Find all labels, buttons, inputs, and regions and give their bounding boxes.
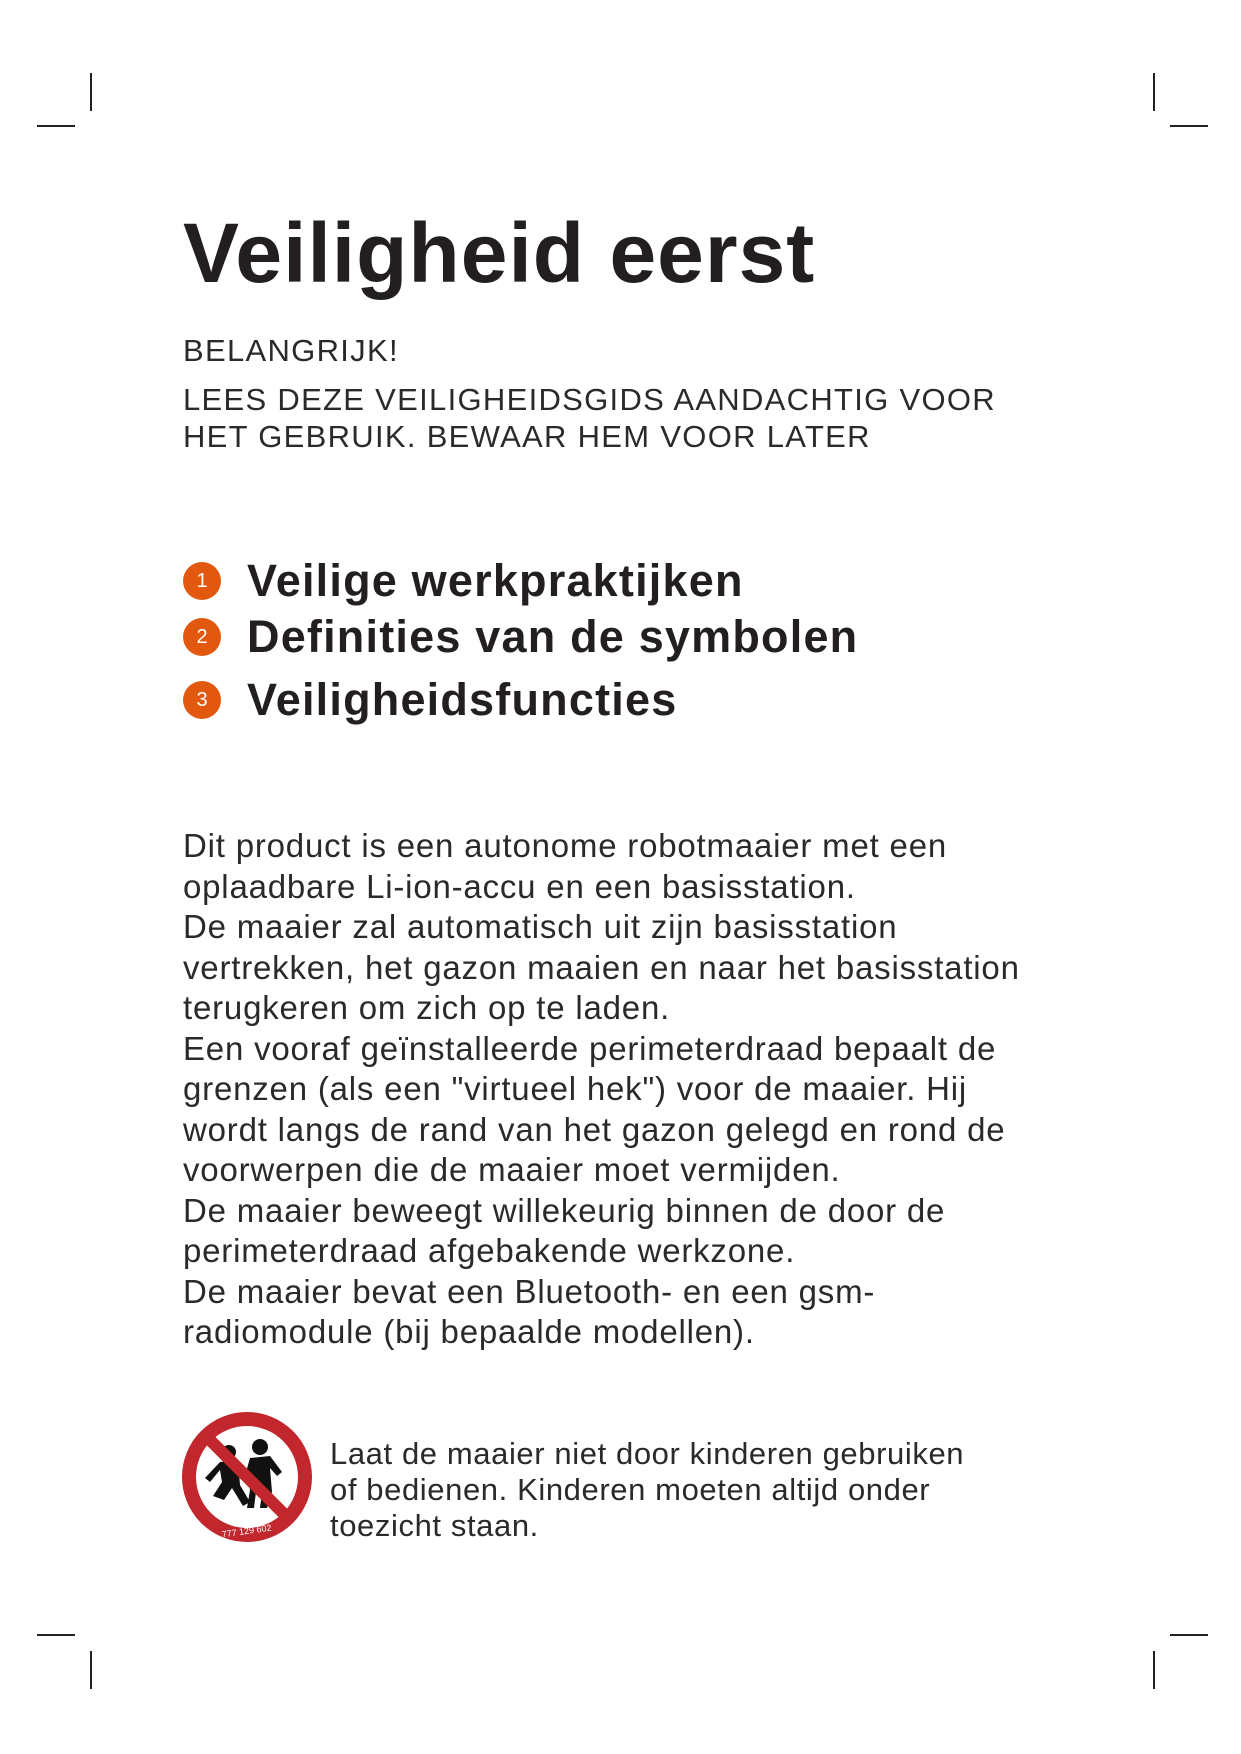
toc-label: Definities van de symbolen: [247, 611, 859, 662]
text-line: vertrekken, het gazon maaien en naar het…: [183, 948, 1020, 986]
crop-mark: [1170, 125, 1208, 127]
crop-mark: [37, 125, 75, 127]
crop-mark: [90, 1651, 92, 1689]
text-line: De maaier zal automatisch uit zijn basis…: [183, 908, 898, 945]
crop-mark: [1170, 1634, 1208, 1636]
text-line: of bedienen. Kinderen moeten altijd onde…: [330, 1472, 931, 1507]
toc-label: Veiligheidsfuncties: [247, 674, 678, 725]
text-line: grenzen (als een "virtueel hek") voor de…: [183, 1070, 968, 1107]
body-text: Dit product is een autonome robotmaaier …: [183, 826, 1020, 1353]
toc-item-1: 1 Veilige werkpraktijken: [183, 555, 744, 607]
text-line: Dit product is een autonome robotmaaier …: [183, 827, 948, 864]
text-line: Een vooraf geïnstalleerde perimeterdraad…: [183, 1029, 997, 1067]
number-badge: 2: [183, 618, 221, 656]
instruction-line: LEES DEZE VEILIGHEIDSGIDS AANDACHTIG VOO…: [183, 382, 996, 417]
text-line: toezicht staan.: [330, 1508, 539, 1543]
page-title: Veiligheid eerst: [183, 206, 816, 300]
text-line: terugkeren om zich op te laden.: [183, 989, 671, 1026]
crop-mark: [1153, 73, 1155, 111]
text-line: radiomodule (bij bepaalde modellen).: [183, 1313, 755, 1350]
text-line: oplaadbare Li-ion-accu en een basisstati…: [183, 867, 856, 905]
important-label: BELANGRIJK!: [183, 333, 399, 368]
crop-mark: [90, 73, 92, 111]
text-line: De maaier beweegt willekeurig binnen de …: [183, 1191, 946, 1229]
text-line: voorwerpen die de maaier moet vermijden.: [183, 1151, 841, 1188]
text-line: perimeterdraad afgebakende werkzone.: [183, 1232, 796, 1269]
toc-label: Veilige werkpraktijken: [247, 555, 744, 606]
text-line: wordt langs de rand van het gazon gelegd…: [183, 1110, 1006, 1148]
no-children-prohibition-icon: 777 129 602: [182, 1412, 312, 1542]
text-line: Laat de maaier niet door kinderen gebrui…: [330, 1436, 965, 1471]
crop-mark: [1153, 1651, 1155, 1689]
number-badge: 1: [183, 562, 221, 600]
toc-item-2: 2 Definities van de symbolen: [183, 611, 858, 663]
toc-item-3: 3 Veiligheidsfuncties: [183, 674, 677, 726]
number-badge: 3: [183, 681, 221, 719]
instruction-line: HET GEBRUIK. BEWAAR HEM VOOR LATER: [183, 419, 871, 454]
text-line: De maaier bevat een Bluetooth- en een gs…: [183, 1272, 876, 1310]
crop-mark: [37, 1634, 75, 1636]
warning-text: Laat de maaier niet door kinderen gebrui…: [330, 1436, 964, 1544]
